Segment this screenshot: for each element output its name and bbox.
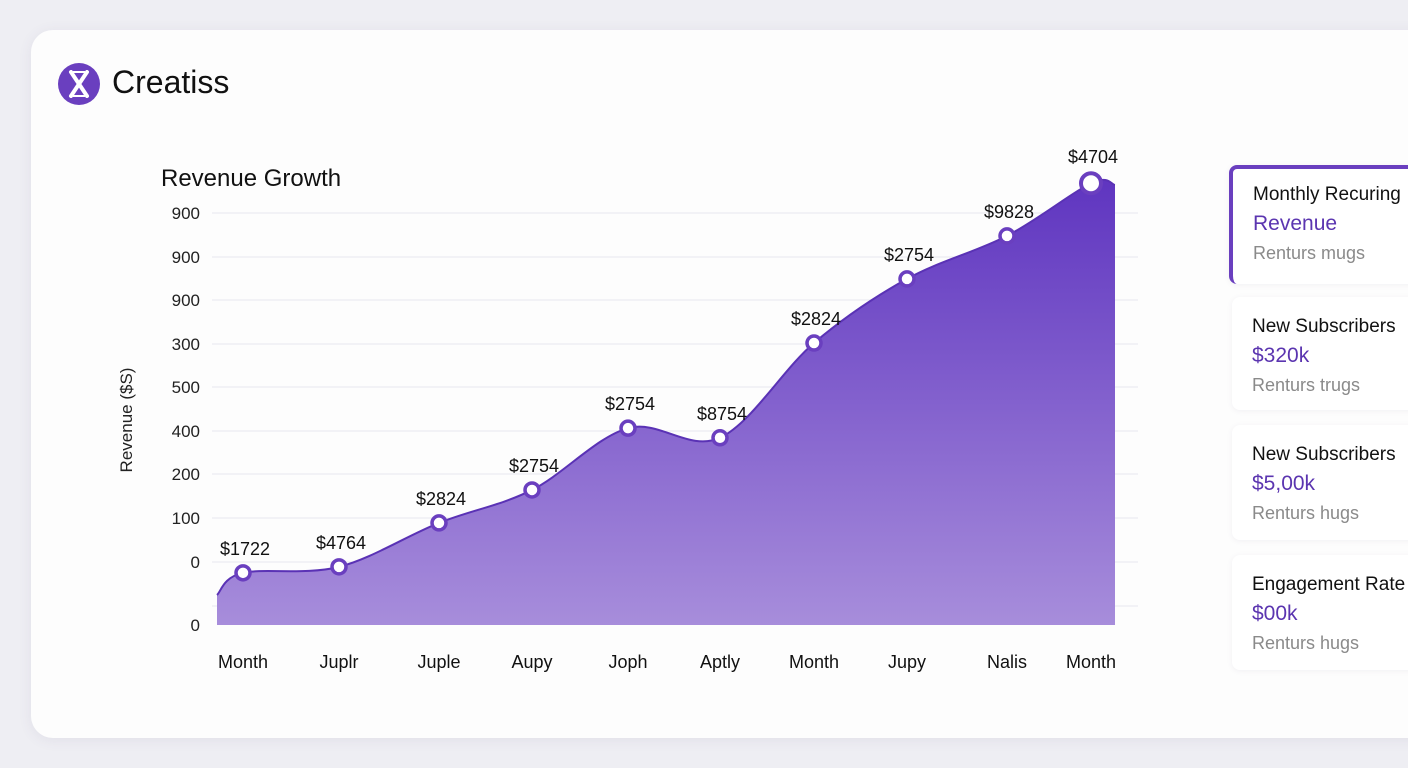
data-point — [805, 334, 823, 352]
data-point — [430, 514, 448, 532]
data-point — [1079, 171, 1103, 196]
metric-card[interactable]: New Subscribers $320k Renturs trugs — [1232, 297, 1408, 410]
x-tick-label: Aptly — [700, 652, 740, 672]
x-tick-label: Aupy — [511, 652, 552, 672]
y-axis-label: Revenue ($S) — [117, 368, 136, 473]
metric-card-sub: Renturs mugs — [1253, 243, 1366, 263]
data-label: $2754 — [509, 456, 559, 476]
chart-title: Revenue Growth — [161, 165, 341, 192]
data-label: $2754 — [605, 394, 655, 414]
metric-card-sub: Renturs hugs — [1252, 633, 1360, 653]
data-point — [898, 270, 916, 288]
metric-card[interactable]: Engagement Rate $00k Renturs hugs — [1232, 555, 1408, 670]
data-label: $4764 — [316, 533, 366, 553]
x-tick-label: Juple — [417, 652, 460, 672]
metric-card-value: $00k — [1252, 602, 1298, 625]
metric-card-title: New Subscribers — [1252, 444, 1396, 465]
data-label: $2824 — [416, 489, 466, 509]
data-point — [234, 564, 252, 582]
y-tick-label: 300 — [172, 335, 200, 354]
data-label: $8754 — [697, 404, 747, 424]
y-tick-label: 200 — [172, 465, 200, 484]
metric-card-value: $320k — [1252, 344, 1310, 367]
metric-card[interactable]: Monthly Recuring Revenue Renturs mugs — [1229, 165, 1408, 284]
x-tick-label: Juplr — [319, 652, 358, 672]
metric-card-title: New Subscribers — [1252, 316, 1396, 337]
metric-card[interactable]: New Subscribers $5,00k Renturs hugs — [1232, 425, 1408, 540]
y-tick-label: 500 — [172, 378, 200, 397]
data-point — [619, 419, 637, 437]
y-tick-label: 900 — [172, 291, 200, 310]
x-tick-label: Jupy — [888, 652, 926, 672]
data-point — [330, 558, 348, 576]
x-tick-label: Month — [1066, 652, 1116, 672]
brand-name: Creatiss — [112, 64, 230, 100]
y-tick-label: 100 — [172, 509, 200, 528]
data-point — [523, 481, 541, 499]
area-series — [217, 179, 1115, 625]
data-label: $2824 — [791, 309, 841, 329]
metric-card-sub: Renturs hugs — [1252, 503, 1360, 523]
data-label: $4704 — [1068, 147, 1118, 167]
y-tick-label: 900 — [172, 204, 200, 223]
x-logo-icon — [58, 63, 100, 105]
x-tick-label: Nalis — [987, 652, 1027, 672]
y-tick-label: 0 — [191, 616, 200, 635]
y-tick-label: 0 — [191, 553, 200, 572]
data-label: $9828 — [984, 202, 1034, 222]
y-tick-label: 400 — [172, 422, 200, 441]
data-point — [998, 227, 1016, 245]
metric-card-value: Revenue — [1253, 212, 1338, 235]
x-tick-label: Month — [789, 652, 839, 672]
y-tick-label: 900 — [172, 248, 200, 267]
data-label: $1722 — [220, 539, 270, 559]
x-tick-label: Joph — [608, 652, 647, 672]
metric-card-title: Monthly Recuring — [1253, 184, 1401, 205]
metric-card-title: Engagement Rate — [1252, 574, 1406, 595]
metric-card-value: $5,00k — [1252, 472, 1316, 495]
x-tick-label: Month — [218, 652, 268, 672]
metric-card-sub: Renturs trugs — [1252, 375, 1361, 395]
data-label: $2754 — [884, 245, 934, 265]
revenue-area-chart: Revenue Growth Revenue ($S) 0 0 100 200 400 5… — [117, 147, 1138, 672]
data-point — [711, 429, 729, 447]
